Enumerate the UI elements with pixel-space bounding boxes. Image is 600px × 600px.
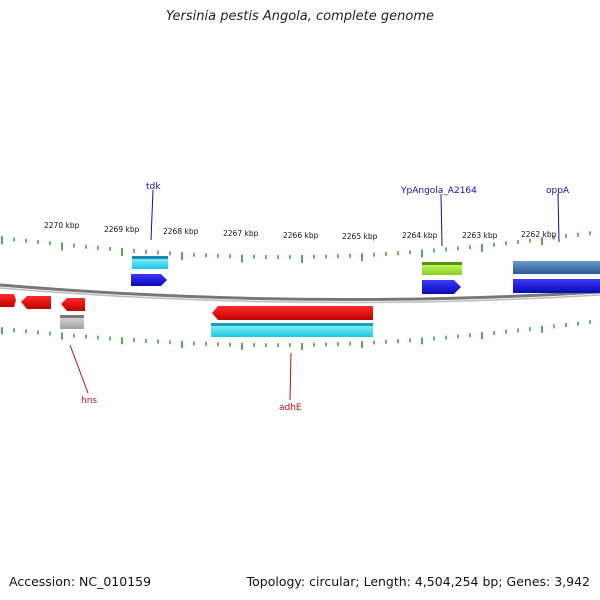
reverse-features xyxy=(0,294,373,337)
genome-stats-text: Topology: circular; Length: 4,504,254 bp… xyxy=(246,574,590,589)
gene-label-adhE[interactable]: adhE xyxy=(279,403,302,413)
adhE-gene-edge xyxy=(211,323,373,326)
hns-leader xyxy=(69,344,89,394)
gene-label-oppA[interactable]: oppA xyxy=(546,186,570,196)
gene-label-tdk[interactable]: tdk xyxy=(146,182,161,192)
scale-label: 2269 kbp xyxy=(104,225,140,234)
adhE-cds[interactable] xyxy=(212,306,373,320)
scale-label: 2268 kbp xyxy=(163,227,199,236)
tdk-leader xyxy=(150,189,154,241)
scale-label: 2266 kbp xyxy=(283,231,319,240)
tdk-gene-edge xyxy=(132,256,168,259)
scale-label: 2267 kbp xyxy=(223,229,259,238)
gene-label-hns[interactable]: hns xyxy=(81,396,97,406)
scale-label: 2262 kbp xyxy=(521,230,557,239)
ypangola-leader xyxy=(440,193,443,247)
scale-labels: 2270 kbp 2269 kbp 2268 kbp 2267 kbp 2266… xyxy=(44,221,557,241)
ypangola-pseudogene[interactable] xyxy=(422,262,462,275)
oppA-leader xyxy=(557,193,560,243)
adhE-gene[interactable] xyxy=(211,323,373,337)
forward-features xyxy=(131,256,600,294)
ypangola-pseudogene-edge xyxy=(422,262,462,265)
reverse-cds-small[interactable] xyxy=(21,296,51,309)
hns-gene-edge xyxy=(60,315,84,318)
scale-label: 2270 kbp xyxy=(44,221,80,230)
hns-cds-left[interactable] xyxy=(0,294,16,307)
hns-gene[interactable] xyxy=(60,315,84,329)
oppA-cds[interactable] xyxy=(513,279,600,293)
ypangola-cds[interactable] xyxy=(422,280,461,294)
scale-ticks-lower xyxy=(1,320,591,350)
scale-label: 2263 kbp xyxy=(462,231,498,240)
genome-title: Yersinia pestis Angola, complete genome xyxy=(166,9,434,24)
genome-backbone-shadow xyxy=(0,287,600,304)
gene-label-ypangola[interactable]: YpAngola_A2164 xyxy=(400,186,477,196)
scale-label: 2264 kbp xyxy=(402,231,438,240)
label-leaders xyxy=(69,189,560,401)
genome-backbone xyxy=(0,283,600,302)
accession-text: Accession: NC_010159 xyxy=(9,574,152,589)
scale-ticks-upper xyxy=(1,231,591,263)
hns-cds[interactable] xyxy=(61,298,85,311)
tdk-gene[interactable] xyxy=(132,256,168,269)
adhE-leader xyxy=(289,352,292,401)
oppA-gene[interactable] xyxy=(513,261,600,274)
scale-label: 2265 kbp xyxy=(342,232,378,241)
tdk-cds[interactable] xyxy=(131,274,167,286)
